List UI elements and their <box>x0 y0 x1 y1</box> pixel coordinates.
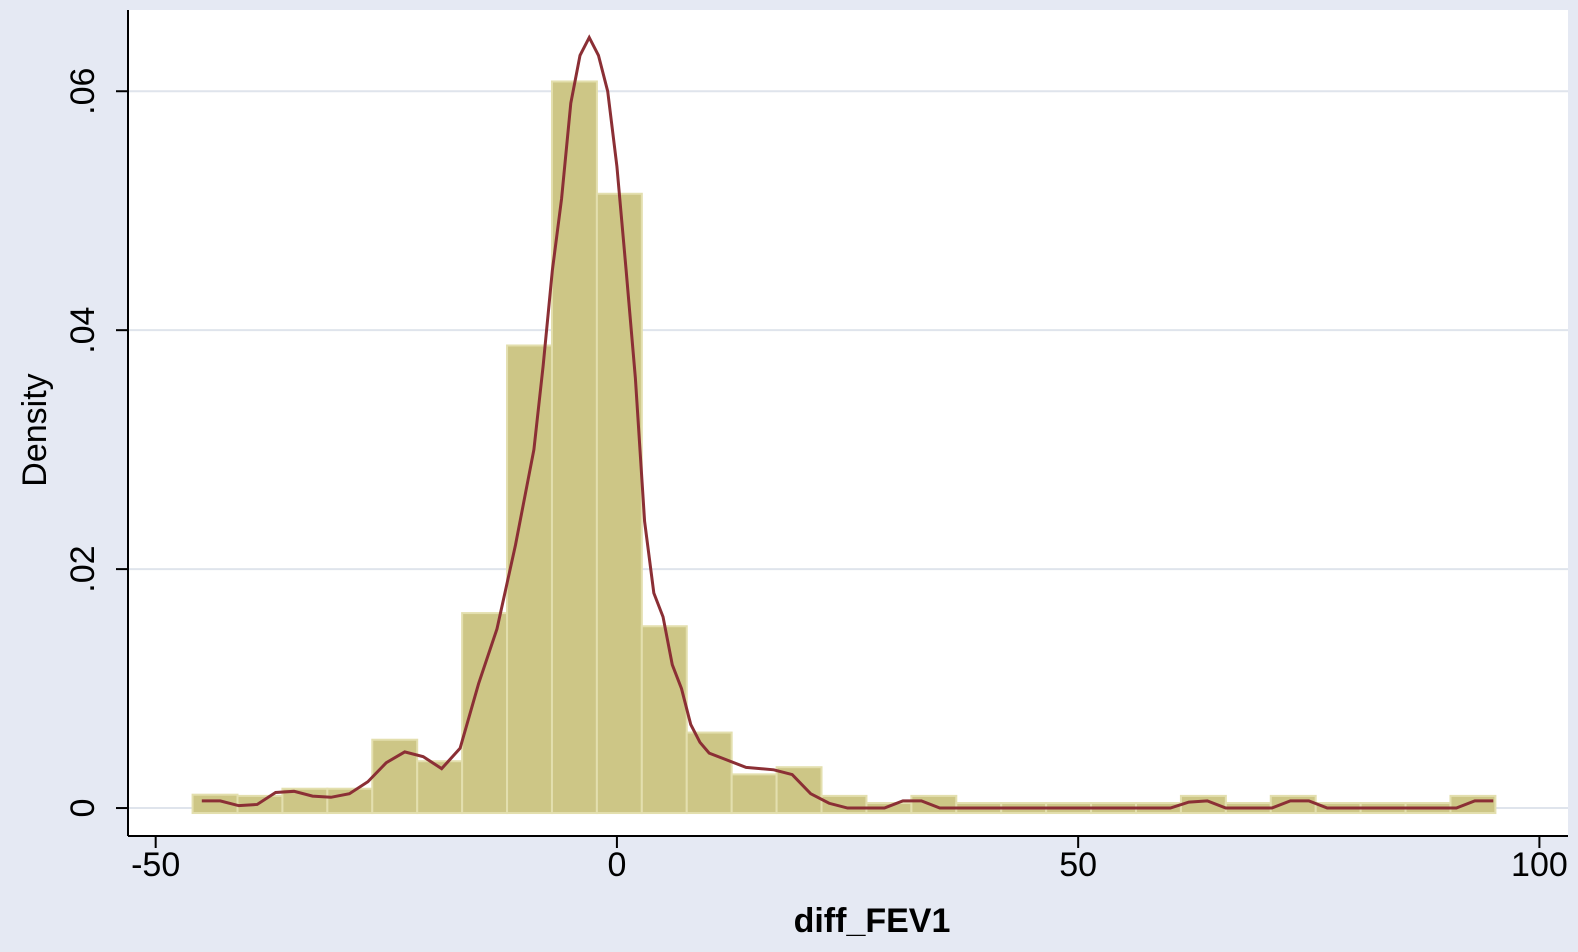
y-tick-label: .06 <box>64 68 102 115</box>
y-axis-title: Density <box>16 373 54 486</box>
density-line <box>201 34 1494 810</box>
bar <box>595 192 643 815</box>
bar <box>640 625 688 815</box>
x-tick-label: -50 <box>131 846 180 884</box>
bar <box>550 80 598 815</box>
bar <box>775 766 823 815</box>
y-tick-label: .04 <box>64 307 102 354</box>
x-tick-label: 50 <box>1059 846 1097 884</box>
bar <box>416 760 464 815</box>
x-tick-label: 0 <box>607 846 626 884</box>
bar <box>506 344 553 815</box>
plot-area <box>128 10 1568 836</box>
bar <box>371 738 419 815</box>
x-axis-title: diff_FEV1 <box>794 902 951 940</box>
x-tick-label: 100 <box>1511 846 1568 884</box>
y-tick-label: 0 <box>64 799 102 818</box>
y-tick-label: .02 <box>64 545 102 592</box>
bar <box>730 773 778 815</box>
bar <box>685 731 733 815</box>
bar <box>1449 794 1497 815</box>
